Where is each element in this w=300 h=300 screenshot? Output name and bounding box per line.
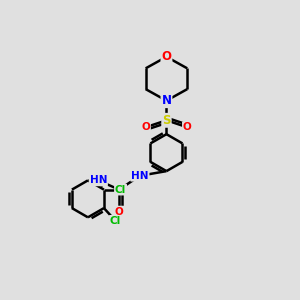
Text: HN: HN bbox=[90, 176, 107, 185]
Text: O: O bbox=[141, 122, 150, 132]
Text: HN: HN bbox=[131, 171, 148, 181]
Text: O: O bbox=[183, 122, 192, 132]
Text: O: O bbox=[161, 50, 172, 63]
Text: O: O bbox=[115, 207, 124, 217]
Text: Cl: Cl bbox=[115, 184, 126, 195]
Text: Cl: Cl bbox=[110, 216, 121, 226]
Text: S: S bbox=[162, 114, 171, 127]
Text: N: N bbox=[161, 94, 172, 107]
